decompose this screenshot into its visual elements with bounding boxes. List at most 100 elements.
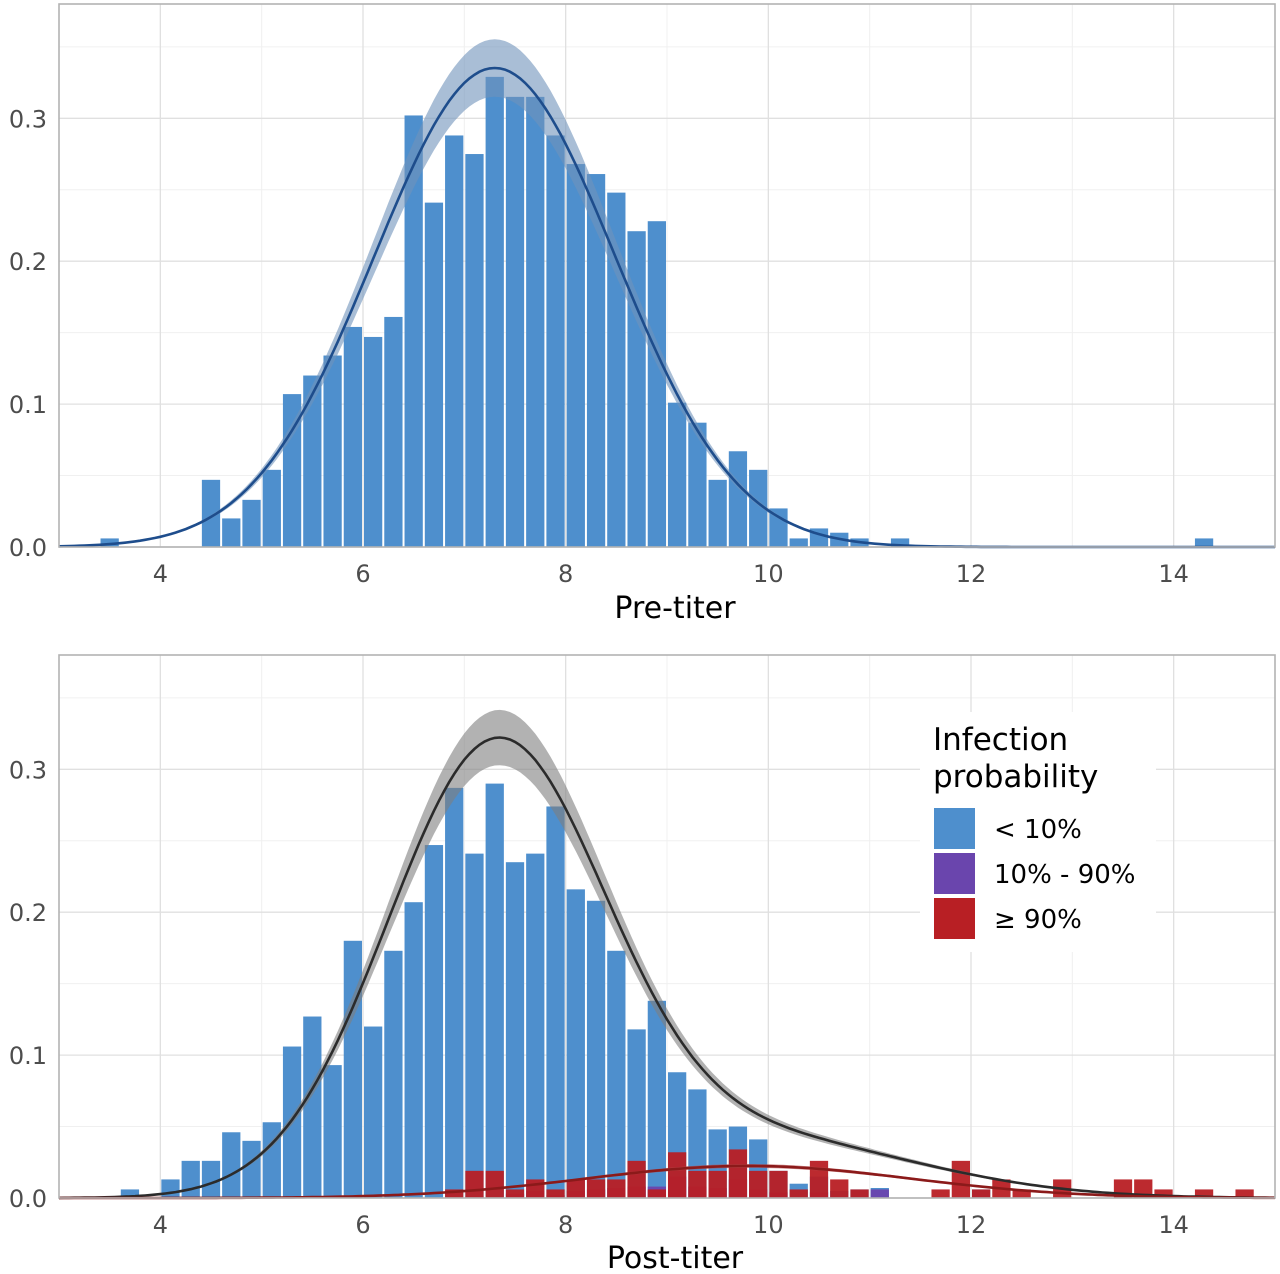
histogram-bar [445,787,464,1198]
x-tick-label: 6 [355,560,370,588]
histogram-bar [303,1016,322,1198]
histogram-bar [607,1179,626,1198]
histogram-bar [586,900,606,1198]
post-titer-panel: 4 6 8 10 12 14 0.0 0.1 0.2 0.3 Post-titer [9,654,1276,1274]
histogram-bar [1235,1189,1254,1198]
legend-label: < 10% [994,815,1082,845]
histogram-bar [485,783,504,1198]
histogram-bar [688,1170,707,1198]
histogram-bar [505,1189,525,1198]
y-tick-label: 0.1 [9,391,47,419]
histogram-bar [607,950,626,1198]
histogram-bar [809,1160,829,1198]
histogram-bar [1154,1189,1173,1198]
x-tick-label: 8 [558,1211,573,1239]
histogram-bar [445,135,464,547]
x-tick-label: 14 [1158,560,1189,588]
histogram-bar [526,853,545,1198]
histogram-bar [972,1189,991,1198]
x-tick-label: 12 [956,1211,987,1239]
x-tick-label: 14 [1158,1211,1189,1239]
histogram-bar [870,1189,889,1198]
histogram-bar [384,316,403,547]
histogram-bar [201,479,221,547]
histogram-bar [708,1170,727,1198]
histogram-bar [546,135,565,547]
histogram-bar [546,1189,565,1198]
histogram-bar [384,950,403,1198]
histogram-bar [323,355,342,547]
histogram-bar [505,96,525,547]
histogram-bar [404,902,423,1198]
histogram-bar [262,469,281,547]
histogram-bar [323,1065,342,1198]
histogram-bar [364,1026,383,1198]
histogram-bar [343,940,362,1198]
histogram-bar [201,1160,221,1198]
legend-title-line1: Infection [933,722,1068,758]
x-tick-label: 4 [153,560,168,588]
histogram-bar [404,115,423,548]
histogram-bar [627,1029,646,1198]
histogram-bar [668,1152,687,1198]
histogram-bar [1012,1189,1031,1198]
histogram-bar [728,451,748,547]
histogram-bar [242,1140,261,1198]
histogram-bar [769,1170,788,1198]
histogram-bar [120,1189,140,1198]
x-axis-title: Post-titer [607,1241,744,1274]
x-axis-title: Pre-titer [614,591,736,626]
histogram-bar [647,1189,666,1198]
histogram-bar [728,1149,748,1198]
histogram-bar [424,202,444,547]
histogram-bar [789,1189,808,1198]
panel-border [58,3,1276,548]
histogram-bar [931,1189,950,1198]
legend-label: ≥ 90% [994,905,1082,935]
histogram-bar [222,1132,241,1198]
y-tick-label: 0.2 [9,248,47,276]
panel-border [58,654,1276,1199]
histogram-bar [546,806,565,1198]
histogram-bar [586,174,606,547]
histogram-bar [1194,1189,1214,1198]
histogram-bar [181,1160,200,1198]
histogram-bar [586,1179,606,1198]
histogram-bar [566,1179,585,1198]
legend-title-line2: probability [933,759,1098,795]
histogram-bar [364,336,383,547]
histogram-bar [647,221,666,547]
histogram-bar [749,469,768,547]
histogram-bar [789,538,808,547]
x-tick-label: 10 [753,560,784,588]
histogram-bar [485,76,504,547]
pre-titer-panel: 4 6 8 10 12 14 0.0 0.1 0.2 0.3 Pre-titer [9,3,1276,626]
legend-swatch [934,808,975,849]
histogram-bar [688,422,707,547]
histogram-bar [566,164,585,547]
histogram-bar [465,154,484,547]
y-tick-label: 0.3 [9,756,47,784]
histogram-bar [343,326,362,547]
legend-swatch [934,898,975,939]
y-tick-label: 0.0 [9,1185,47,1213]
histogram-bar [303,375,322,547]
histogram-bar [627,1160,646,1198]
histogram-bar [465,853,484,1198]
histogram-bar [1194,538,1214,547]
histogram-bar [526,1179,545,1198]
histogram-bar [424,845,444,1198]
y-tick-label: 0.1 [9,1042,47,1070]
histogram-bar [161,1179,180,1198]
histogram-bar [1134,1179,1153,1198]
x-tick-label: 8 [558,560,573,588]
histogram-bar [445,1189,464,1198]
histogram-bar [526,96,545,547]
y-tick-label: 0.2 [9,899,47,927]
histogram-bar [749,1170,768,1198]
histogram-bar [850,1189,869,1198]
y-tick-label: 0.3 [9,105,47,133]
histogram-bar [222,518,241,547]
